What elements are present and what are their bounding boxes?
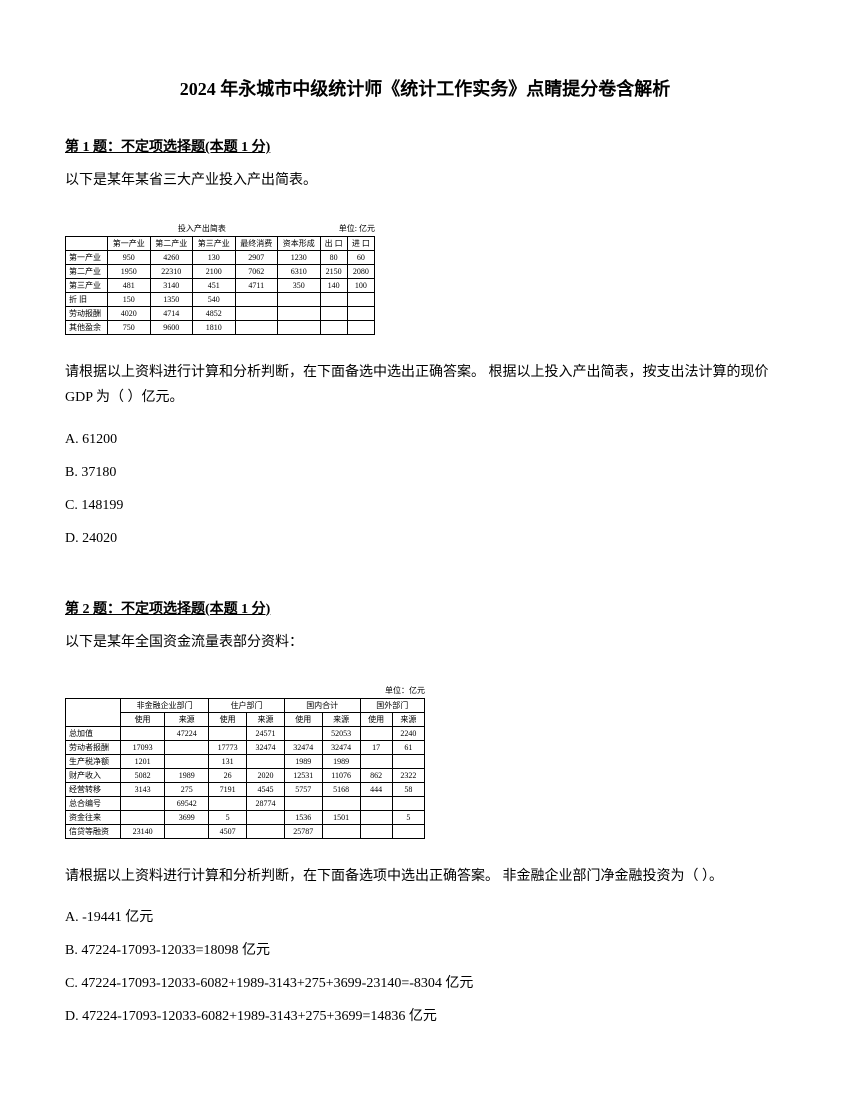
q2-option-a: A. -19441 亿元	[65, 904, 785, 932]
table-row: 其他盈余75096001810	[66, 321, 375, 335]
q1-table-container: 投入产出简表 单位: 亿元 第一产业 第二产业 第三产业 最终消费 资本形成 出…	[65, 223, 785, 335]
q2-option-b: B. 47224-17093-12033=18098 亿元	[65, 937, 785, 965]
table-row: 第三产业48131404514711350140100	[66, 279, 375, 293]
q2-question: 请根据以上资料进行计算和分析判断，在下面备选项中选出正确答案。 非金融企业部门净…	[65, 864, 785, 889]
q2-intro: 以下是某年全国资金流量表部分资料：	[65, 630, 785, 655]
table-row: 第二产业19502231021007062631021502080	[66, 265, 375, 279]
table-row: 第一产业9504260130290712308060	[66, 251, 375, 265]
q1-intro: 以下是某年某省三大产业投入产出简表。	[65, 168, 785, 193]
q1-table-unit: 单位: 亿元	[339, 223, 375, 234]
q2-header: 第 2 题：不定项选择题(本题 1 分)	[65, 598, 785, 618]
q1-header: 第 1 题：不定项选择题(本题 1 分)	[65, 136, 785, 156]
table-row: 信贷等融资23140450725787	[66, 824, 425, 838]
q2-option-d: D. 47224-17093-12033-6082+1989-3143+275+…	[65, 1003, 785, 1031]
table-row: 资金往来36995153615015	[66, 810, 425, 824]
q1-question: 请根据以上资料进行计算和分析判断，在下面备选中选出正确答案。 根据以上投入产出简…	[65, 360, 785, 410]
q2-table-container: 单位：亿元 非金融企业部门 住户部门 国内合计 国外部门 使用 来源 使用 来源…	[65, 685, 785, 839]
q2-header-main: 不定项选择题(本题 1 分)	[121, 602, 270, 617]
q1-option-c: C. 148199	[65, 492, 785, 520]
q1-table-title: 投入产出简表	[65, 223, 339, 234]
q1-header-main: 不定项选择题(本题 1 分)	[121, 140, 270, 155]
q2-header-prefix: 第 2 题：	[65, 602, 121, 617]
q2-table: 非金融企业部门 住户部门 国内合计 国外部门 使用 来源 使用 来源 使用 来源…	[65, 698, 425, 839]
table-row: 经营转移3143275719145455757516844458	[66, 782, 425, 796]
q1-option-d: D. 24020	[65, 525, 785, 553]
table-row: 生产税净额120113119891989	[66, 754, 425, 768]
page-title: 2024 年永城市中级统计师《统计工作实务》点睛提分卷含解析	[65, 75, 785, 101]
table-row: 总加值4722424571520532240	[66, 726, 425, 740]
q1-table: 第一产业 第二产业 第三产业 最终消费 资本形成 出 口 进 口 第一产业950…	[65, 236, 375, 335]
q1-option-b: B. 37180	[65, 459, 785, 487]
q2-option-c: C. 47224-17093-12033-6082+1989-3143+275+…	[65, 970, 785, 998]
table-row: 劳动者报酬17093177733247432474324741761	[66, 740, 425, 754]
table-header-row: 第一产业 第二产业 第三产业 最终消费 资本形成 出 口 进 口	[66, 237, 375, 251]
q1-header-prefix: 第 1 题：	[65, 140, 121, 155]
table-header-row: 非金融企业部门 住户部门 国内合计 国外部门	[66, 698, 425, 712]
q2-table-unit: 单位：亿元	[65, 685, 425, 696]
table-row: 折 旧1501350540	[66, 293, 375, 307]
table-row: 总合编号6954228774	[66, 796, 425, 810]
table-row: 财产收入5082198926202012531110768622322	[66, 768, 425, 782]
q1-option-a: A. 61200	[65, 426, 785, 454]
table-row: 劳动报酬402047144852	[66, 307, 375, 321]
